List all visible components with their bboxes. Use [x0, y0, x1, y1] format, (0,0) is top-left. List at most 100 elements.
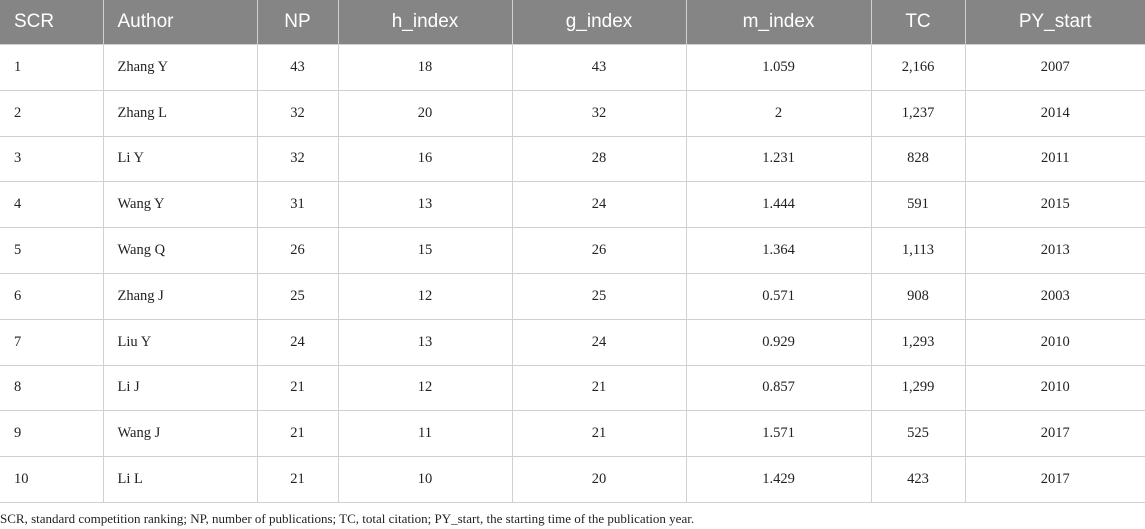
- table-cell: Zhang L: [102, 89, 258, 137]
- table-cell: 18: [337, 44, 513, 91]
- table-cell: 2003: [964, 272, 1145, 320]
- table-cell: 20: [511, 456, 687, 503]
- table-cell: 1.364: [685, 227, 872, 274]
- table-row: 6 Zhang J 25 12 25 0.571 908 2003: [0, 272, 1145, 320]
- table-body: 1 Zhang Y 43 18 43 1.059 2,166 2007 2 Zhang L 32 20…: [0, 44, 1145, 503]
- table-cell: 1.429: [685, 456, 872, 503]
- table-cell: 13: [337, 318, 513, 366]
- table-cell: 9: [0, 410, 104, 458]
- footnote: SCR, standard competition ranking; NP, n…: [0, 511, 695, 526]
- table-cell: 2010: [964, 318, 1145, 366]
- table-cell: 591: [870, 181, 966, 229]
- table-cell: 1: [0, 44, 104, 91]
- table-cell: 25: [256, 272, 339, 320]
- table-cell: Li J: [102, 364, 258, 412]
- table-cell: 7: [0, 318, 104, 366]
- table-cell: 13: [337, 181, 513, 229]
- table-row: 7 Liu Y 24 13 24 0.929 1,293 2010: [0, 318, 1145, 366]
- table-cell: 21: [256, 364, 339, 412]
- table-row: 4 Wang Y 31 13 24 1.444 591 2015: [0, 181, 1145, 229]
- table-row: 3 Li Y 32 16 28 1.231 828 2011: [0, 135, 1145, 183]
- table-cell: 0.929: [685, 318, 872, 366]
- table-cell: 1,293: [870, 318, 966, 366]
- table-cell: Zhang Y: [102, 44, 258, 91]
- table-cell: 1.571: [685, 410, 872, 458]
- table-cell: 10: [0, 456, 104, 503]
- table-cell: 21: [256, 410, 339, 458]
- table-cell: 10: [337, 456, 513, 503]
- table-row: 2 Zhang L 32 20 32 2 1,237 2014: [0, 89, 1145, 137]
- table-cell: 2017: [964, 456, 1145, 503]
- table-cell: 828: [870, 135, 966, 183]
- header-cell: m_index: [686, 0, 872, 45]
- header-row: SCR Author NP h_index g_index m_index TC PY_sta…: [0, 0, 1145, 45]
- table-cell: 31: [256, 181, 339, 229]
- table-cell: 525: [870, 410, 966, 458]
- table-cell: 26: [511, 227, 687, 274]
- table-cell: 26: [256, 227, 339, 274]
- table-cell: 21: [256, 456, 339, 503]
- table-cell: 28: [511, 135, 687, 183]
- table-cell: 24: [511, 318, 687, 366]
- table-cell: 2: [685, 89, 872, 137]
- table-cell: 2011: [964, 135, 1145, 183]
- table-cell: 1,237: [870, 89, 966, 137]
- header-cell: TC: [871, 0, 966, 45]
- header-cell: SCR: [0, 0, 104, 45]
- table-row: 10 Li L 21 10 20 1.429 423 2017: [0, 456, 1145, 503]
- table-cell: 1.231: [685, 135, 872, 183]
- table-cell: 12: [337, 272, 513, 320]
- table-cell: 0.571: [685, 272, 872, 320]
- table-cell: Zhang J: [102, 272, 258, 320]
- table-cell: 423: [870, 456, 966, 503]
- table-cell: 3: [0, 135, 104, 183]
- table-cell: 24: [256, 318, 339, 366]
- header-cell: h_index: [338, 0, 513, 45]
- table-cell: 15: [337, 227, 513, 274]
- table-cell: 21: [511, 364, 687, 412]
- table-cell: 1.059: [685, 44, 872, 91]
- table-cell: 1.444: [685, 181, 872, 229]
- header-cell: Author: [103, 0, 258, 45]
- table-cell: 16: [337, 135, 513, 183]
- table-cell: 32: [511, 89, 687, 137]
- table-cell: 43: [256, 44, 339, 91]
- table-cell: 20: [337, 89, 513, 137]
- table-row: 9 Wang J 21 11 21 1.571 525 2017: [0, 410, 1145, 458]
- table-cell: 1,113: [870, 227, 966, 274]
- table-cell: 6: [0, 272, 104, 320]
- table-row: 5 Wang Q 26 15 26 1.364 1,113 2013: [0, 227, 1145, 274]
- table-cell: 32: [256, 89, 339, 137]
- table-cell: 4: [0, 181, 104, 229]
- table-cell: 21: [511, 410, 687, 458]
- table-row: 1 Zhang Y 43 18 43 1.059 2,166 2007: [0, 44, 1145, 91]
- table-cell: 5: [0, 227, 104, 274]
- table-cell: 24: [511, 181, 687, 229]
- table-cell: 2014: [964, 89, 1145, 137]
- table-cell: Liu Y: [102, 318, 258, 366]
- table-cell: 2007: [964, 44, 1145, 91]
- table-cell: 2015: [964, 181, 1145, 229]
- data-table: SCR Author NP h_index g_index m_index TC PY_sta…: [0, 0, 1145, 503]
- table-cell: 43: [511, 44, 687, 91]
- table-cell: 32: [256, 135, 339, 183]
- header-cell: PY_start: [965, 0, 1145, 45]
- header-cell: NP: [257, 0, 339, 45]
- table-cell: Wang Y: [102, 181, 258, 229]
- table-cell: Li Y: [102, 135, 258, 183]
- table-cell: Wang Q: [102, 227, 258, 274]
- table-cell: 12: [337, 364, 513, 412]
- table-cell: 11: [337, 410, 513, 458]
- table-cell: 0.857: [685, 364, 872, 412]
- header-cell: g_index: [512, 0, 687, 45]
- table-cell: 2,166: [870, 44, 966, 91]
- table-cell: 908: [870, 272, 966, 320]
- table-cell: 2013: [964, 227, 1145, 274]
- table-cell: 1,299: [870, 364, 966, 412]
- table-row: 8 Li J 21 12 21 0.857 1,299 2010: [0, 364, 1145, 412]
- table-cell: 2010: [964, 364, 1145, 412]
- table-cell: Li L: [102, 456, 258, 503]
- table-cell: 2017: [964, 410, 1145, 458]
- table-cell: 25: [511, 272, 687, 320]
- table-cell: Wang J: [102, 410, 258, 458]
